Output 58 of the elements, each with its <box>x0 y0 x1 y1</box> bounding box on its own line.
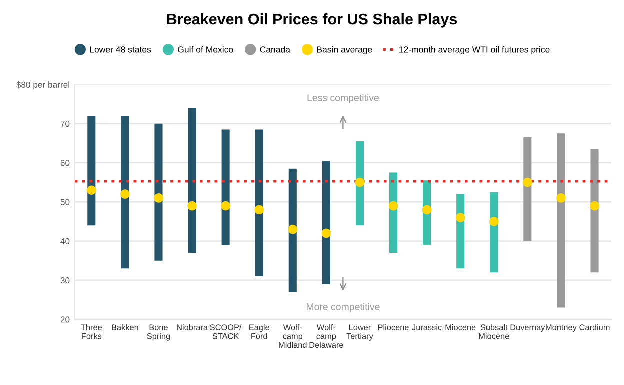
bar <box>88 116 96 226</box>
legend-label: Basin average <box>317 46 372 55</box>
bar <box>154 124 163 261</box>
bar <box>121 116 130 269</box>
x-tick-label: Cardium <box>580 324 610 330</box>
y-tick-label: 70 <box>60 120 70 128</box>
bar <box>322 161 330 284</box>
x-tick-label: SCOOP/ STACK <box>210 324 242 340</box>
point <box>154 194 164 203</box>
x-tick-label: Bone Spring <box>147 324 170 341</box>
bar <box>524 138 532 242</box>
x-tick-label: Duvernay <box>510 324 546 332</box>
point <box>120 190 130 199</box>
y-tick-label: 40 <box>60 238 70 244</box>
x-tick-label: Eagle Ford <box>250 324 270 340</box>
x-tick-label: Subsalt Miocene <box>479 324 510 340</box>
x-tick-label: Pliocene <box>378 324 409 330</box>
legend-label: Gulf of Mexico <box>178 46 234 53</box>
x-tick-label: Three Forks <box>81 324 102 340</box>
x-tick-label: Bakken <box>112 324 138 330</box>
point <box>489 217 499 226</box>
x-tick-label: Wolf- camp Delaware <box>310 324 344 348</box>
point <box>86 186 96 196</box>
x-tick-label: Montney <box>546 324 577 332</box>
point <box>254 205 264 215</box>
point <box>322 228 332 238</box>
y-tick-label: 60 <box>60 160 70 166</box>
annotation: Less competitive <box>308 94 379 104</box>
x-tick-label: Lower Tertiary <box>346 324 374 341</box>
point <box>422 205 432 215</box>
bar <box>590 149 599 273</box>
x-tick-label: Niobrara <box>177 324 208 330</box>
annotation: More competitive <box>306 303 380 312</box>
point <box>288 224 298 234</box>
y-tick-label: 30 <box>60 278 70 284</box>
x-tick-label: Jurassic <box>412 324 442 330</box>
bar <box>255 130 264 276</box>
point <box>456 213 466 222</box>
x-tick-label: Wolf- camp Midland <box>279 324 307 348</box>
bar <box>188 108 196 254</box>
point <box>590 201 600 211</box>
legend-label: 12-month average WTI oil futures price <box>400 46 550 55</box>
bar <box>288 168 297 292</box>
y-tick-label: 50 <box>60 199 70 206</box>
point <box>188 201 197 211</box>
point <box>556 194 566 203</box>
y-tick-label: $80 per barrel <box>16 82 70 90</box>
point <box>355 178 365 188</box>
bar <box>222 130 230 246</box>
legend-label: Lower 48 states <box>90 46 152 53</box>
chart-title: Breakeven Oil Prices for US Shale Plays <box>167 13 458 28</box>
x-tick-label: Miocene <box>446 324 476 330</box>
bar <box>557 134 566 308</box>
y-tick-label: 20 <box>60 316 70 323</box>
point <box>523 178 532 188</box>
point <box>221 201 230 211</box>
legend-label: Canada <box>260 46 290 53</box>
point <box>388 201 398 211</box>
